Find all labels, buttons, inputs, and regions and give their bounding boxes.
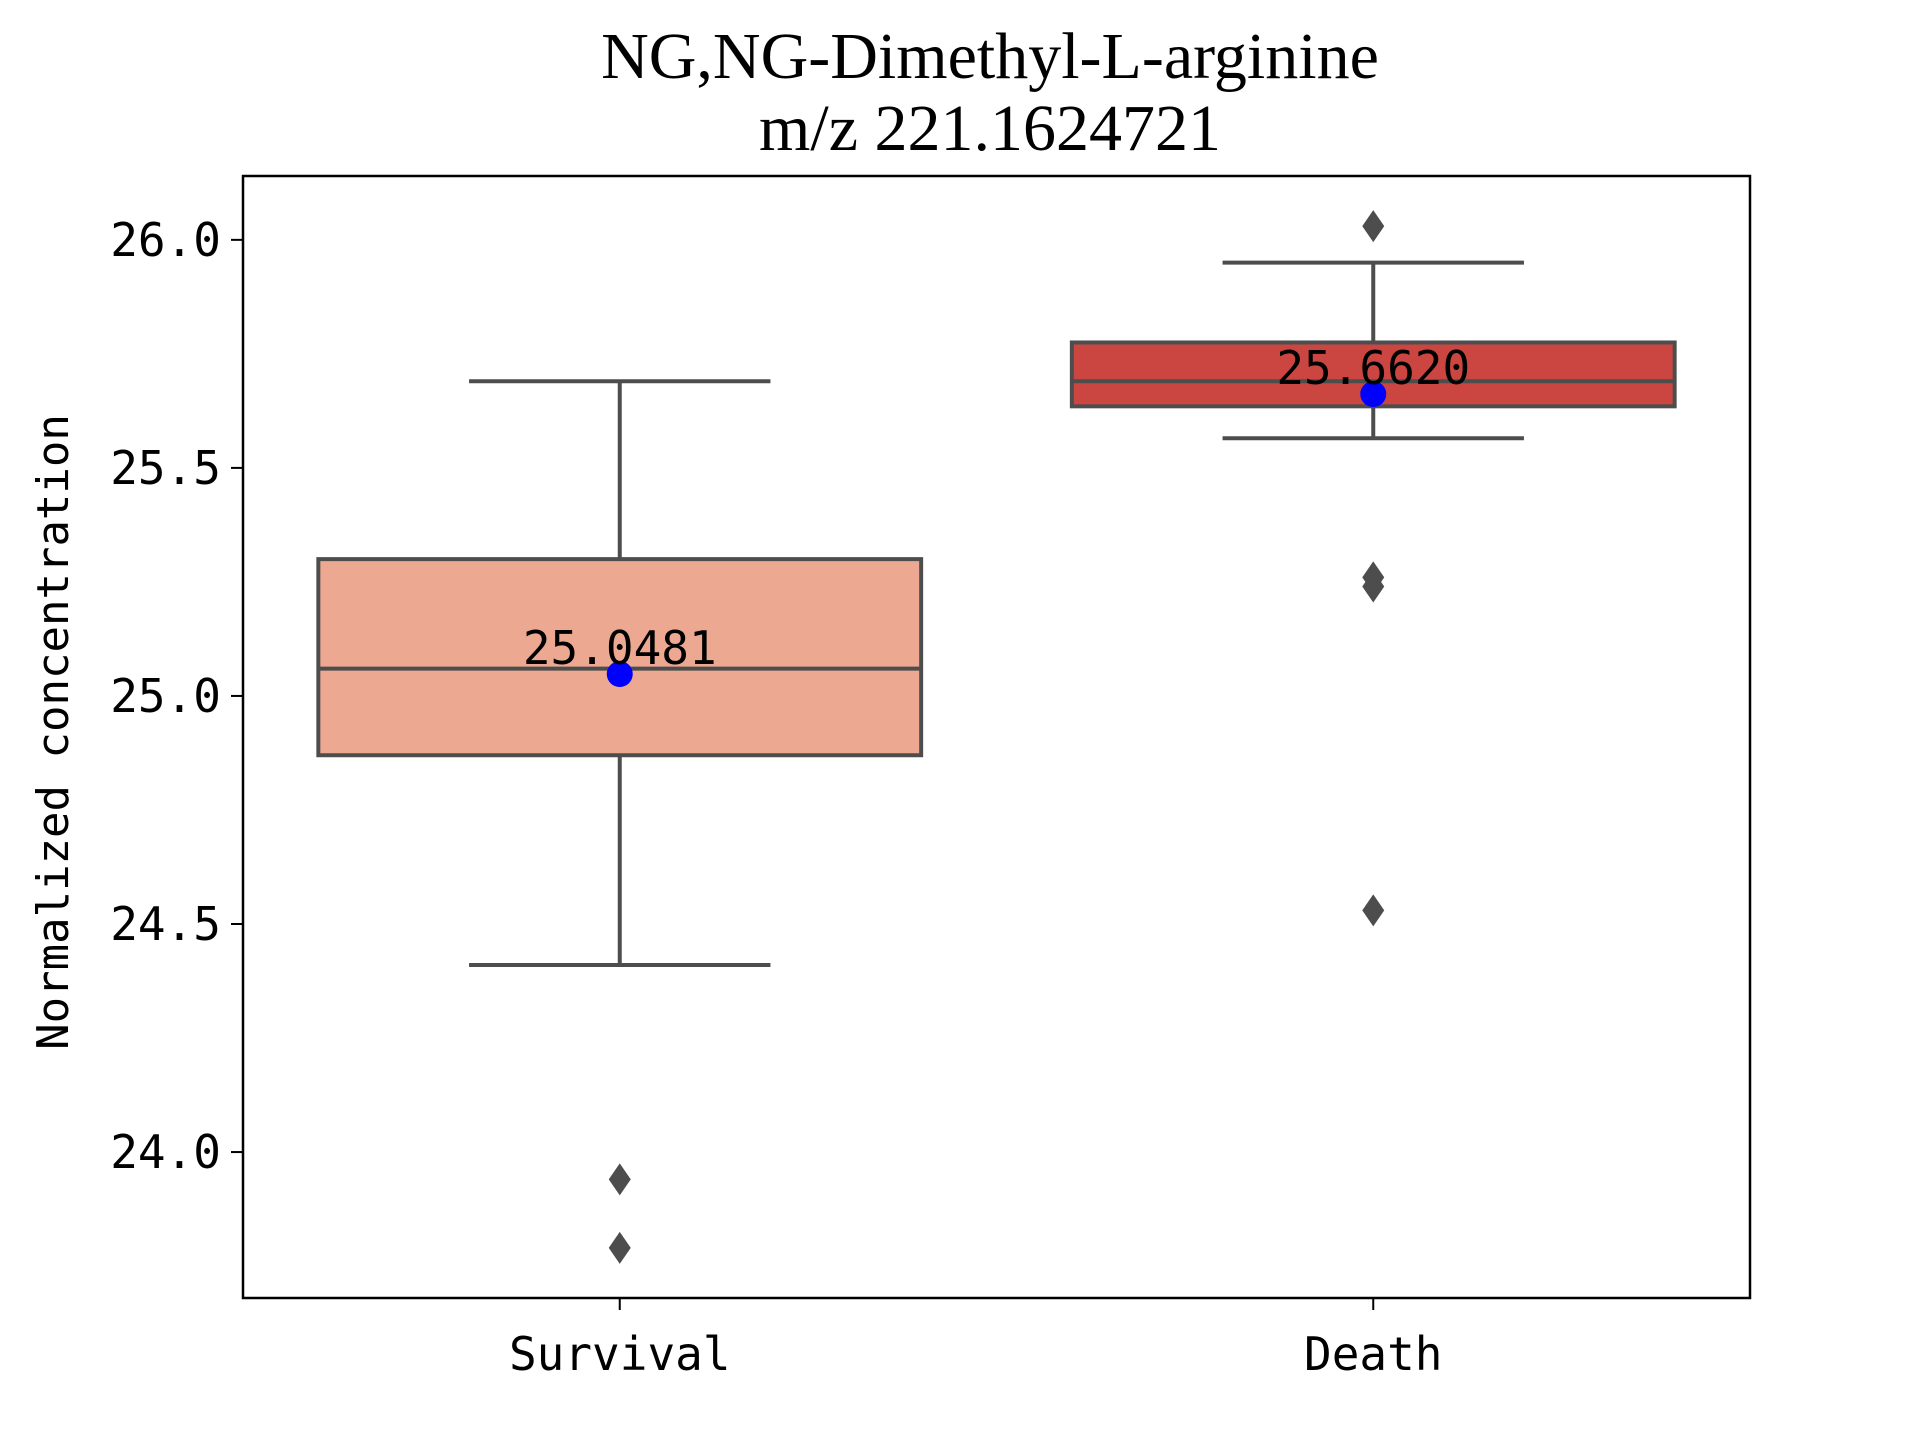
outlier-point-death bbox=[1362, 210, 1385, 243]
mean-marker-survival bbox=[606, 661, 633, 688]
y-tick-label: 24.5 bbox=[110, 897, 221, 951]
y-tick-label: 25.0 bbox=[110, 669, 221, 723]
outlier-point-death bbox=[1362, 570, 1385, 603]
mean-label-survival: 25.0481 bbox=[523, 621, 717, 675]
plot-area: 24.0 24.5 25.0 25.5 26.0 Survival 25.0481 Death… bbox=[110, 174, 1752, 1381]
y-tick-label: 26.0 bbox=[110, 213, 221, 267]
y-tick-label: 25.5 bbox=[110, 441, 221, 495]
plot-frame bbox=[241, 174, 1752, 1300]
chart-title-line2: m/z 221.1624721 bbox=[759, 92, 1221, 165]
y-axis-label: Normalized concentration bbox=[28, 414, 79, 1050]
x-tick-label-survival: Survival bbox=[509, 1327, 731, 1381]
chart-title-line1: NG,NG-Dimethyl-L-arginine bbox=[601, 20, 1379, 93]
outlier-point-survival bbox=[608, 1231, 631, 1264]
outlier-point-survival bbox=[608, 1163, 631, 1196]
outlier-point-death bbox=[1362, 894, 1385, 927]
mean-marker-death bbox=[1360, 381, 1387, 408]
box-survival bbox=[316, 557, 924, 758]
x-tick-label-death: Death bbox=[1304, 1327, 1442, 1381]
mean-label-death: 25.6620 bbox=[1276, 341, 1470, 395]
y-tick-label: 24.0 bbox=[110, 1125, 221, 1179]
